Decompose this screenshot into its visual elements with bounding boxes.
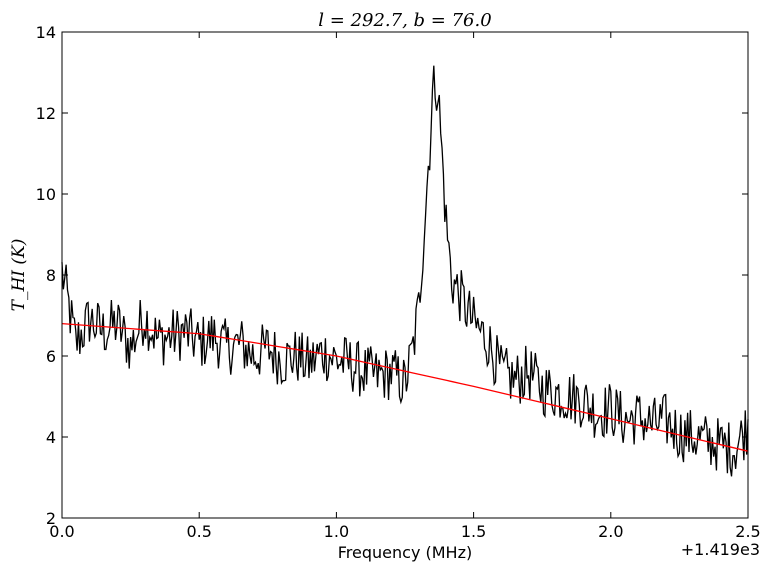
y-tick-label: 8 [46,266,56,285]
y-tick-label: 4 [46,428,56,447]
y-tick-label: 14 [36,23,56,42]
x-axis-label: Frequency (MHz) [338,543,472,562]
tick-marks [61,31,749,519]
x-tick-label: 1.0 [324,522,349,541]
series-baseline-fit [61,322,749,452]
y-tick-label: 10 [36,185,56,204]
y-axis-label: T_HI (K) [9,239,29,312]
y-tick-labels: 2 4 6 8 10 12 14 [36,23,56,528]
y-tick-label: 12 [36,104,56,123]
plot-content [61,65,749,477]
x-tick-labels: 0.0 0.5 1.0 1.5 2.0 2.5 [49,522,760,541]
series-spectrum-line [61,65,749,477]
y-tick-label: 6 [46,347,56,366]
x-offset-label: +1.419e3 [681,540,760,559]
chart-title: l = 292.7, b = 76.0 [318,10,491,31]
x-tick-label: 0.5 [186,522,211,541]
x-tick-label: 2.0 [598,522,623,541]
x-tick-label: 0.0 [49,522,74,541]
x-tick-label: 1.5 [461,522,486,541]
x-tick-label: 2.5 [735,522,760,541]
y-tick-label: 2 [46,509,56,528]
